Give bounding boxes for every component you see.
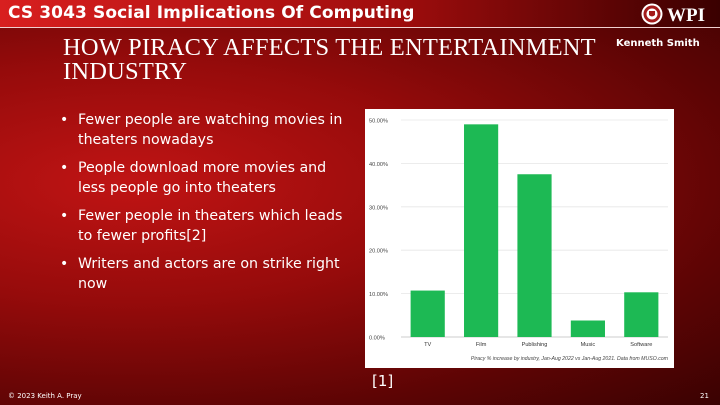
header-bar: CS 3043 Social Implications Of Computing… bbox=[0, 0, 720, 28]
chart-reference: [1] bbox=[372, 372, 394, 390]
bullet-item: • People download more movies and less pe… bbox=[60, 158, 345, 198]
bullet-text: People download more movies and less peo… bbox=[78, 160, 327, 196]
bullet-dot-icon: • bbox=[60, 256, 69, 272]
bullet-dot-icon: • bbox=[60, 208, 69, 224]
bullet-text: Fewer people are watching movies in thea… bbox=[78, 112, 343, 148]
bar bbox=[570, 320, 605, 337]
wpi-seal-icon bbox=[641, 3, 663, 25]
x-tick-label: Publishing bbox=[522, 342, 548, 348]
copyright: © 2023 Keith A. Pray bbox=[8, 392, 82, 400]
y-tick-label: 10.00% bbox=[369, 292, 388, 298]
bullet-text: Fewer people in theaters which leads to … bbox=[78, 208, 343, 244]
chart-caption: Piracy % increase by industry, Jan-Aug 2… bbox=[471, 356, 669, 362]
y-tick-label: 0.00% bbox=[369, 336, 385, 342]
piracy-bar-chart: 0.00% 10.00% 20.00% 30.00% 40.00% 50.00% TV Fil… bbox=[369, 119, 669, 363]
bar bbox=[624, 292, 659, 337]
x-tick-label: Software bbox=[630, 342, 652, 348]
bullet-text: Writers and actors are on strike right n… bbox=[78, 256, 340, 292]
bar bbox=[464, 124, 499, 337]
course-title: CS 3043 Social Implications Of Computing bbox=[8, 3, 415, 23]
bullet-list: • Fewer people are watching movies in the… bbox=[60, 110, 345, 302]
slide-title: HOW PIRACY AFFECTS THE ENTERTAINMENT IND… bbox=[63, 34, 596, 85]
page-number: 21 bbox=[700, 392, 709, 400]
y-tick-label: 40.00% bbox=[369, 162, 388, 168]
author-name: Kenneth Smith bbox=[616, 38, 700, 49]
y-tick-label: 30.00% bbox=[369, 205, 388, 211]
bullet-item: • Fewer people are watching movies in the… bbox=[60, 110, 345, 150]
x-tick-label: TV bbox=[424, 342, 431, 348]
y-tick-label: 20.00% bbox=[369, 249, 388, 255]
x-tick-label: Film bbox=[476, 342, 487, 348]
bullet-dot-icon: • bbox=[60, 112, 69, 128]
x-tick-label: Music bbox=[581, 342, 596, 348]
wpi-logo: WPI bbox=[641, 3, 705, 26]
chart-container: 0.00% 10.00% 20.00% 30.00% 40.00% 50.00% TV Fil… bbox=[365, 109, 674, 368]
bullet-dot-icon: • bbox=[60, 160, 69, 176]
bullet-item: • Writers and actors are on strike right … bbox=[60, 254, 345, 294]
logo-text: WPI bbox=[667, 5, 705, 26]
bar bbox=[410, 290, 445, 337]
y-tick-label: 50.00% bbox=[369, 119, 388, 125]
bullet-item: • Fewer people in theaters which leads to… bbox=[60, 206, 345, 246]
bar bbox=[517, 174, 552, 337]
